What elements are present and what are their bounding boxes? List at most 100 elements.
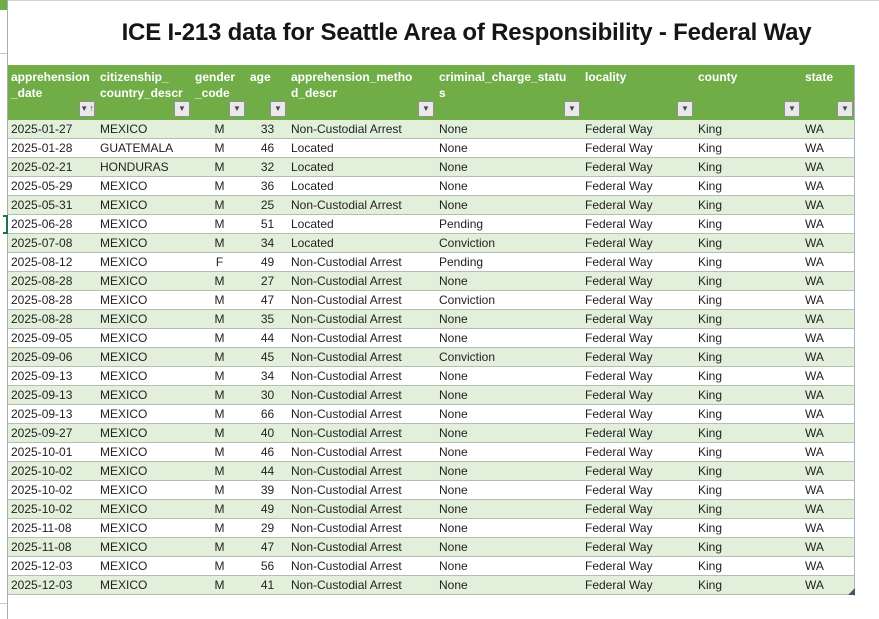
filter-dropdown-icon[interactable]: ▼ (229, 101, 245, 117)
column-header-criminal_charge_status[interactable]: criminal_charge_statu s ▼ (436, 65, 582, 120)
cell-citizenship_country_descr[interactable]: MEXICO (100, 426, 148, 440)
cell-age[interactable]: 34 (260, 236, 275, 250)
cell-apprehension_date[interactable]: 2025-08-28 (11, 312, 73, 326)
cell-gender_code[interactable]: M (214, 122, 225, 136)
cell-county[interactable]: King (698, 255, 723, 269)
cell-gender_code[interactable]: M (214, 160, 225, 174)
cell-apprehension_date[interactable]: 2025-08-12 (11, 255, 73, 269)
cell-gender_code[interactable]: F (215, 255, 224, 269)
cell-criminal_charge_status[interactable]: None (439, 312, 468, 326)
cell-gender_code[interactable]: M (214, 540, 225, 554)
cell-criminal_charge_status[interactable]: None (439, 122, 468, 136)
cell-county[interactable]: King (698, 160, 723, 174)
cell-apprehension_date[interactable]: 2025-10-02 (11, 502, 73, 516)
table-resize-handle[interactable] (848, 588, 855, 595)
cell-age[interactable]: 47 (260, 293, 275, 307)
cell-criminal_charge_status[interactable]: None (439, 407, 468, 421)
cell-gender_code[interactable]: M (214, 483, 225, 497)
cell-age[interactable]: 51 (260, 217, 275, 231)
cell-county[interactable]: King (698, 369, 723, 383)
cell-state[interactable]: WA (805, 483, 824, 497)
cell-citizenship_country_descr[interactable]: MEXICO (100, 179, 148, 193)
cell-apprehension_date[interactable]: 2025-05-31 (11, 198, 73, 212)
cell-locality[interactable]: Federal Way (585, 369, 653, 383)
cell-apprehension_method_descr[interactable]: Non-Custodial Arrest (291, 255, 402, 269)
filter-dropdown-icon[interactable]: ▼ (677, 101, 693, 117)
cell-apprehension_date[interactable]: 2025-11-08 (11, 540, 72, 554)
cell-apprehension_method_descr[interactable]: Non-Custodial Arrest (291, 388, 402, 402)
cell-apprehension_method_descr[interactable]: Located (291, 217, 334, 231)
cell-state[interactable]: WA (805, 369, 824, 383)
cell-locality[interactable]: Federal Way (585, 426, 653, 440)
cell-age[interactable]: 32 (260, 160, 275, 174)
cell-locality[interactable]: Federal Way (585, 521, 653, 535)
cell-age[interactable]: 25 (260, 198, 275, 212)
cell-gender_code[interactable]: M (214, 464, 225, 478)
cell-county[interactable]: King (698, 407, 723, 421)
cell-citizenship_country_descr[interactable]: MEXICO (100, 198, 148, 212)
cell-locality[interactable]: Federal Way (585, 198, 653, 212)
cell-apprehension_date[interactable]: 2025-08-28 (11, 293, 73, 307)
cell-locality[interactable]: Federal Way (585, 160, 653, 174)
cell-age[interactable]: 49 (260, 502, 275, 516)
cell-state[interactable]: WA (805, 464, 824, 478)
cell-apprehension_date[interactable]: 2025-10-01 (11, 445, 73, 459)
cell-criminal_charge_status[interactable]: None (439, 179, 468, 193)
cell-locality[interactable]: Federal Way (585, 502, 653, 516)
cell-apprehension_method_descr[interactable]: Non-Custodial Arrest (291, 350, 402, 364)
cell-county[interactable]: King (698, 521, 723, 535)
cell-criminal_charge_status[interactable]: None (439, 160, 468, 174)
cell-county[interactable]: King (698, 217, 723, 231)
cell-apprehension_date[interactable]: 2025-09-13 (11, 407, 73, 421)
cell-citizenship_country_descr[interactable]: MEXICO (100, 521, 148, 535)
cell-apprehension_date[interactable]: 2025-09-27 (11, 426, 73, 440)
cell-citizenship_country_descr[interactable]: MEXICO (100, 350, 148, 364)
cell-apprehension_date[interactable]: 2025-02-21 (11, 160, 73, 174)
cell-apprehension_method_descr[interactable]: Non-Custodial Arrest (291, 198, 402, 212)
cell-criminal_charge_status[interactable]: None (439, 559, 468, 573)
cell-apprehension_date[interactable]: 2025-09-06 (11, 350, 73, 364)
cell-citizenship_country_descr[interactable]: MEXICO (100, 331, 148, 345)
cell-apprehension_date[interactable]: 2025-11-08 (11, 521, 72, 535)
cell-apprehension_method_descr[interactable]: Located (291, 160, 334, 174)
cell-gender_code[interactable]: M (214, 198, 225, 212)
cell-state[interactable]: WA (805, 179, 824, 193)
cell-apprehension_date[interactable]: 2025-09-13 (11, 388, 73, 402)
cell-state[interactable]: WA (805, 388, 824, 402)
cell-apprehension_date[interactable]: 2025-09-13 (11, 369, 73, 383)
cell-apprehension_method_descr[interactable]: Located (291, 179, 334, 193)
cell-gender_code[interactable]: M (214, 274, 225, 288)
cell-age[interactable]: 29 (260, 521, 275, 535)
cell-gender_code[interactable]: M (214, 312, 225, 326)
cell-apprehension_method_descr[interactable]: Non-Custodial Arrest (291, 559, 402, 573)
cell-criminal_charge_status[interactable]: Conviction (439, 236, 496, 250)
cell-state[interactable]: WA (805, 198, 824, 212)
cell-criminal_charge_status[interactable]: None (439, 198, 468, 212)
cell-locality[interactable]: Federal Way (585, 331, 653, 345)
cell-criminal_charge_status[interactable]: None (439, 369, 468, 383)
cell-criminal_charge_status[interactable]: None (439, 483, 468, 497)
cell-county[interactable]: King (698, 122, 723, 136)
cell-citizenship_country_descr[interactable]: MEXICO (100, 217, 148, 231)
cell-gender_code[interactable]: M (214, 559, 225, 573)
cell-gender_code[interactable]: M (214, 369, 225, 383)
cell-citizenship_country_descr[interactable]: MEXICO (100, 483, 148, 497)
cell-state[interactable]: WA (805, 312, 824, 326)
cell-criminal_charge_status[interactable]: None (439, 445, 468, 459)
cell-age[interactable]: 49 (260, 255, 275, 269)
cell-age[interactable]: 44 (260, 331, 275, 345)
cell-locality[interactable]: Federal Way (585, 350, 653, 364)
cell-age[interactable]: 30 (260, 388, 275, 402)
cell-criminal_charge_status[interactable]: None (439, 464, 468, 478)
cell-age[interactable]: 47 (260, 540, 275, 554)
cell-age[interactable]: 41 (260, 578, 275, 592)
cell-apprehension_method_descr[interactable]: Non-Custodial Arrest (291, 369, 402, 383)
cell-state[interactable]: WA (805, 540, 824, 554)
cell-gender_code[interactable]: M (214, 502, 225, 516)
cell-county[interactable]: King (698, 388, 723, 402)
cell-county[interactable]: King (698, 312, 723, 326)
cell-state[interactable]: WA (805, 331, 824, 345)
cell-age[interactable]: 34 (260, 369, 275, 383)
column-header-state[interactable]: state ▼ (802, 65, 855, 120)
cell-county[interactable]: King (698, 198, 723, 212)
